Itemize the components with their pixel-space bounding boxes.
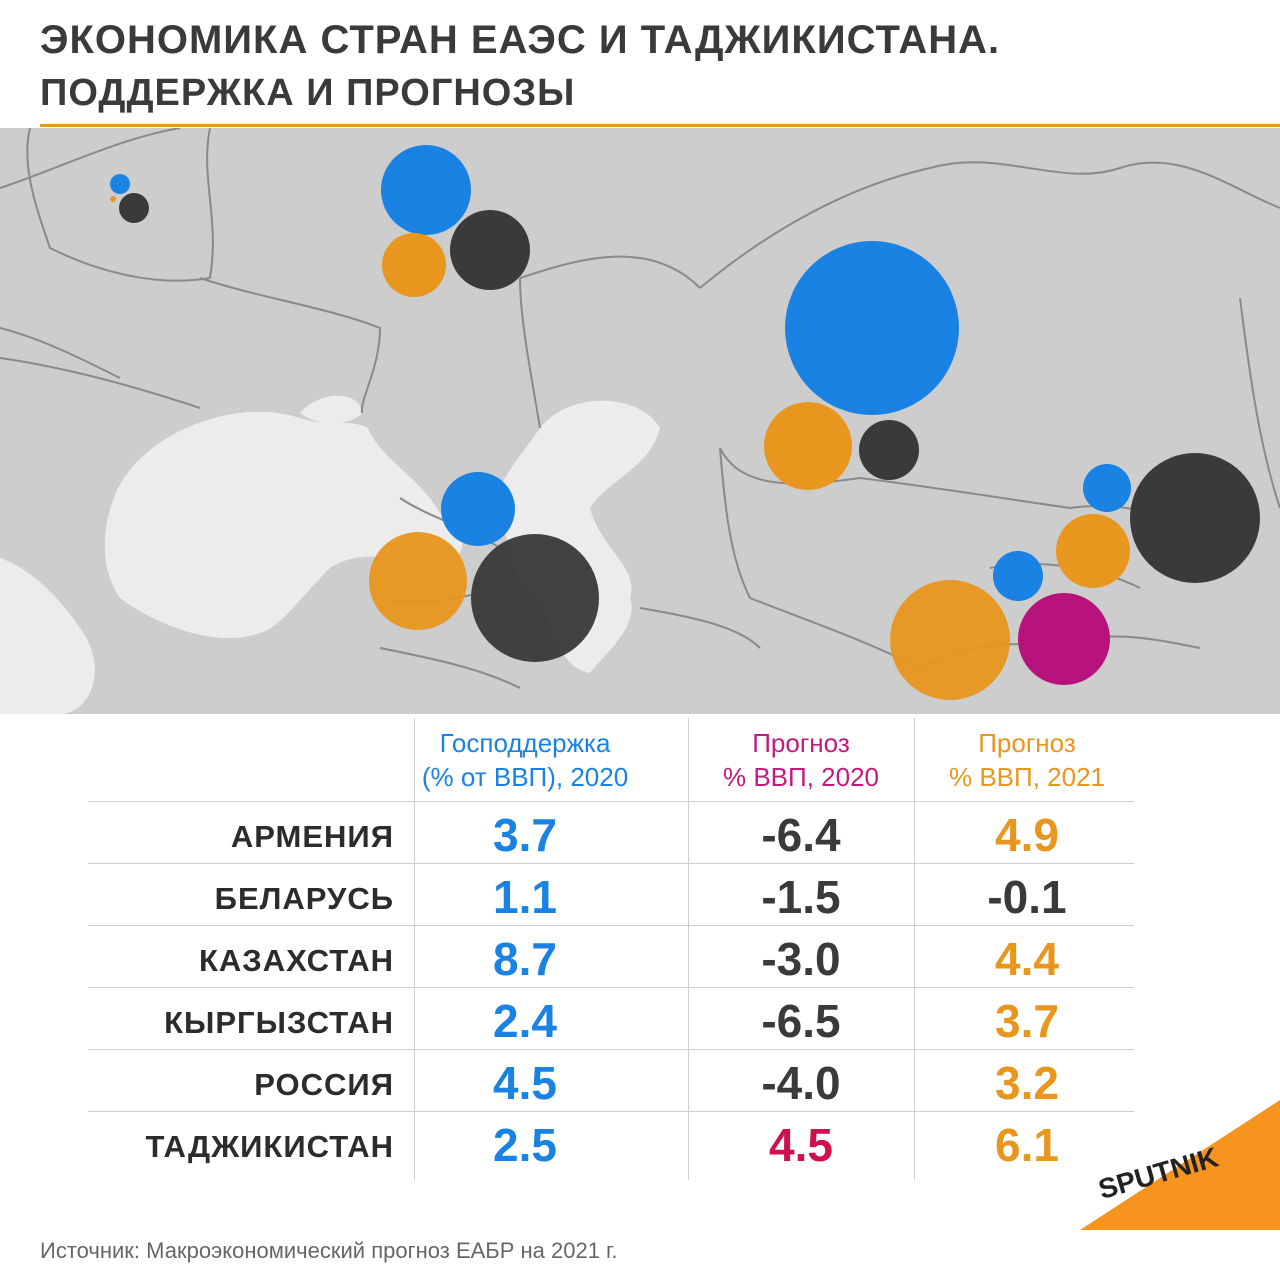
column-header-forecast-2020: Прогноз % ВВП, 2020: [688, 726, 914, 794]
value-forecast-2020: -6.4: [761, 809, 841, 861]
bubble-tajikistan-2021: [890, 580, 1010, 700]
azov-sea: [300, 395, 362, 424]
bubble-russia-2020: [450, 210, 530, 290]
bubble-tajikistan-2020: [1018, 593, 1110, 685]
black-sea: [104, 411, 463, 639]
page-title: ЭКОНОМИКА СТРАН ЕАЭС И ТАДЖИКИСТАНА.: [40, 18, 1001, 62]
value-forecast-2020: -3.0: [761, 933, 841, 985]
country-label: ТАДЖИКИСТАН: [145, 1129, 394, 1164]
page-subtitle: ПОДДЕРЖКА И ПРОГНОЗЫ: [40, 72, 576, 114]
column-divider: [914, 718, 915, 1180]
value-forecast-2021: 4.4: [995, 933, 1059, 985]
column-header-support: Господдержка (% от ВВП), 2020: [412, 726, 638, 794]
bubble-kyrgyzstan-2021: [1056, 514, 1130, 588]
country-label: КЫРГЫЗСТАН: [164, 1005, 394, 1040]
column-header-forecast-2021: Прогноз % ВВП, 2021: [914, 726, 1140, 794]
bubble-belarus-support: [110, 174, 130, 194]
bubble-armenia-support: [441, 472, 515, 546]
value-forecast-2021: 3.2: [995, 1057, 1059, 1109]
country-label: БЕЛАРУСЬ: [214, 881, 394, 916]
value-support: 2.4: [493, 995, 557, 1047]
bubble-kyrgyzstan-support: [1083, 464, 1131, 512]
value-support: 3.7: [493, 809, 557, 861]
row-divider: [88, 925, 1134, 926]
value-forecast-2021: 3.7: [995, 995, 1059, 1047]
bubbles-russia: [381, 145, 530, 297]
column-divider: [414, 718, 415, 1180]
row-divider: [88, 1049, 1134, 1050]
bubble-armenia-2020: [471, 534, 599, 662]
bubble-map: [0, 128, 1280, 714]
bubble-belarus-2021: [110, 196, 116, 202]
bubbles-kyrgyzstan: [1056, 453, 1260, 588]
column-header-forecast-2021-line2: % ВВП, 2021: [949, 762, 1105, 792]
bubble-kazakhstan-2020: [859, 420, 919, 480]
country-label: АРМЕНИЯ: [230, 819, 394, 854]
bubble-tajikistan-support: [993, 551, 1043, 601]
column-header-forecast-2020-line1: Прогноз: [752, 728, 850, 758]
row-divider: [88, 1111, 1134, 1112]
column-header-support-line1: Господдержка: [439, 728, 611, 758]
source-note: Источник: Макроэкономический прогноз ЕАБ…: [40, 1238, 618, 1263]
value-support: 1.1: [493, 871, 557, 923]
mediterranean-sea: [0, 558, 95, 714]
country-label: РОССИЯ: [254, 1067, 394, 1102]
header-divider: [40, 124, 1280, 127]
bubble-kazakhstan-2021: [764, 402, 852, 490]
bubble-belarus-2020: [119, 193, 149, 223]
bubbles-kazakhstan: [764, 241, 959, 490]
logo-shape: [1080, 1100, 1280, 1230]
row-divider: [88, 863, 1134, 864]
bubble-kazakhstan-support: [785, 241, 959, 415]
value-forecast-2020: -1.5: [761, 871, 841, 923]
value-forecast-2020: -6.5: [761, 995, 841, 1047]
value-forecast-2021: 4.9: [995, 809, 1059, 861]
bubbles-tajikistan: [890, 551, 1110, 700]
column-header-forecast-2020-line2: % ВВП, 2020: [723, 762, 879, 792]
bubble-kyrgyzstan-2020: [1130, 453, 1260, 583]
country-label: КАЗАХСТАН: [199, 943, 394, 978]
column-header-forecast-2021-line1: Прогноз: [978, 728, 1076, 758]
caspian-sea: [494, 400, 660, 673]
bubbles-armenia: [369, 472, 599, 662]
value-support: 4.5: [493, 1057, 557, 1109]
row-divider: [88, 987, 1134, 988]
value-support: 8.7: [493, 933, 557, 985]
value-support: 2.5: [493, 1119, 557, 1171]
row-divider: [88, 801, 1134, 802]
column-divider: [688, 718, 689, 1180]
bubble-armenia-2021: [369, 532, 467, 630]
sputnik-logo: SPUTNIK: [1080, 1100, 1280, 1230]
column-header-support-line2: (% от ВВП), 2020: [421, 762, 629, 792]
bubbles-belarus: [110, 174, 149, 223]
bubble-russia-support: [381, 145, 471, 235]
value-forecast-2020: 4.5: [769, 1119, 833, 1171]
country-borders: [0, 128, 1280, 689]
value-forecast-2021: 6.1: [995, 1119, 1059, 1171]
value-forecast-2020: -4.0: [761, 1057, 841, 1109]
bubble-russia-2021: [382, 233, 446, 297]
value-forecast-2021: -0.1: [987, 871, 1067, 923]
